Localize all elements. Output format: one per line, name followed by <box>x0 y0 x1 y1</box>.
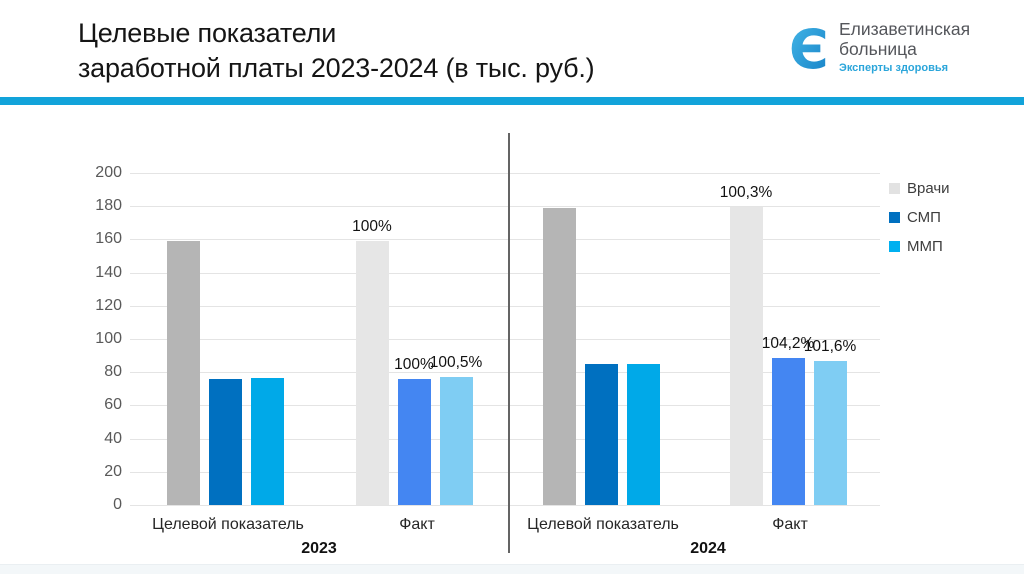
bar-smp-2023-target <box>208 378 242 505</box>
gridline-120 <box>130 305 880 307</box>
svg-text:Є: Є <box>789 20 829 78</box>
footer-band <box>0 564 1024 574</box>
bar-smp-2023-fact <box>397 378 431 505</box>
y-tick-0: 0 <box>113 496 122 513</box>
legend-swatch-mmp <box>889 241 900 252</box>
bar-vrachi-2023-fact <box>355 241 389 505</box>
gridline-0 <box>130 505 880 506</box>
bar-smp-2024-target <box>584 364 618 505</box>
legend-item-mmp: ММП <box>889 237 950 256</box>
x-axis-label-1: Факт <box>399 516 435 533</box>
logo-text: Елизаветинская больница Эксперты здоровь… <box>839 19 971 74</box>
y-tick-140: 140 <box>95 263 122 281</box>
gridline-140 <box>130 272 880 274</box>
legend-item-vrachi: Врачи <box>889 179 950 198</box>
logo-name-line2: больница <box>839 38 917 59</box>
legend: Врачи СМП ММП <box>889 179 950 266</box>
gridline-60 <box>130 405 880 407</box>
bar-label-smp-2023-fact: 100% <box>394 355 434 373</box>
plot-area: 100% 100% 100,5% 100,3% 104,2% 101,6% <box>130 173 880 506</box>
bar-smp-2024-fact <box>771 358 805 505</box>
title-line-2: заработной платы 2023-2024 (в тыс. руб.) <box>78 53 595 83</box>
bar-label-smp-2024-fact: 104,2% <box>761 335 815 353</box>
bar-label-vrachi-2023-fact: 100% <box>352 218 392 236</box>
title-underline-band <box>0 97 1024 105</box>
y-tick-100: 100 <box>95 330 122 347</box>
x-axis-label-2: Целевой показатель <box>527 516 679 533</box>
bar-mmp-2024-target <box>626 363 660 505</box>
y-tick-200: 200 <box>95 164 122 181</box>
legend-swatch-vrachi <box>889 183 900 194</box>
y-tick-60: 60 <box>104 396 122 414</box>
title-line-1: Целевые показатели <box>78 18 337 48</box>
legend-label-smp: СМП <box>907 209 941 226</box>
gridline-20 <box>130 471 880 473</box>
year-label-2024: 2024 <box>690 540 726 557</box>
x-axis-label-0: Целевой показатель <box>152 516 304 533</box>
gridline-200 <box>130 173 880 174</box>
bar-label-mmp-2024-fact: 101,6% <box>803 338 857 356</box>
bar-vrachi-2023-target <box>166 241 200 505</box>
bar-mmp-2023-target <box>250 378 284 505</box>
bar-label-mmp-2023-fact: 100,5% <box>429 354 483 372</box>
bar-label-vrachi-2024-fact: 100,3% <box>719 184 773 202</box>
hospital-logo: Є Елизаветинская больница Эксперты здоро… <box>789 19 971 78</box>
gridline-180 <box>130 206 880 208</box>
y-axis: 0 20 40 60 80 100 120 140 160 180 200 <box>78 164 122 513</box>
y-tick-20: 20 <box>104 462 122 480</box>
y-tick-40: 40 <box>104 429 122 447</box>
x-axis-label-3: Факт <box>772 516 808 533</box>
gridline-100 <box>130 339 880 340</box>
legend-item-smp: СМП <box>889 208 950 227</box>
y-tick-80: 80 <box>104 363 122 381</box>
bar-vrachi-2024-fact <box>729 207 763 505</box>
gridline-160 <box>130 239 880 241</box>
legend-label-vrachi: Врачи <box>907 180 950 197</box>
page-title: Целевые показатели заработной платы 2023… <box>78 16 595 86</box>
gridline-80 <box>130 372 880 374</box>
y-tick-120: 120 <box>95 296 122 314</box>
bar-mmp-2024-fact <box>813 361 847 505</box>
y-tick-180: 180 <box>95 197 122 215</box>
logo-name-line1: Елизаветинская <box>839 19 971 39</box>
logo-tagline: Эксперты здоровья <box>839 62 949 74</box>
y-tick-160: 160 <box>95 230 122 248</box>
hospital-logo-icon: Є <box>789 20 829 78</box>
year-label-2023: 2023 <box>301 540 337 557</box>
bar-mmp-2023-fact <box>439 377 473 505</box>
year-divider-line <box>508 133 510 553</box>
legend-swatch-smp <box>889 212 900 223</box>
legend-label-mmp: ММП <box>907 238 943 255</box>
bar-vrachi-2024-target <box>542 207 576 505</box>
gridline-40 <box>130 438 880 440</box>
